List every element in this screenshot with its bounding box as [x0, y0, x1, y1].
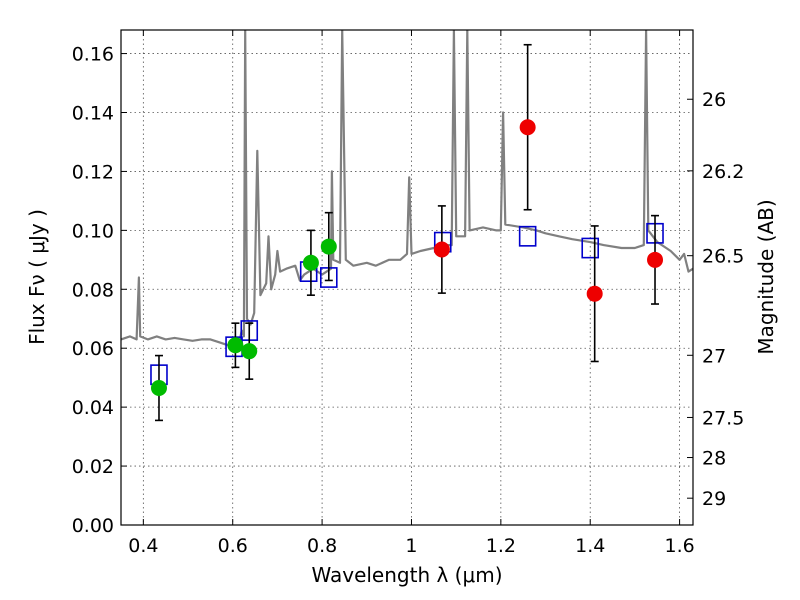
- right-tick-label: 26.2: [702, 161, 744, 183]
- x-tick-label: 0.8: [307, 535, 337, 557]
- y-tick-label: 0.06: [72, 338, 114, 360]
- y-axis-label-right: Magnitude (AB): [754, 199, 778, 354]
- right-tick-label: 27.5: [702, 407, 744, 429]
- model-photometry-square: [518, 225, 537, 247]
- right-tick-label: 29: [702, 488, 726, 510]
- observed-photometry-series: [150, 43, 664, 422]
- plot-area: [121, 30, 693, 422]
- y-tick-label: 0.14: [72, 103, 114, 125]
- y-axis-left: 0.00 0.02 0.04 0.06 0.08 0.10 0.12 0.14 0.16: [72, 44, 127, 537]
- y-tick-label: 0.10: [72, 220, 114, 242]
- observed-green-point: [241, 343, 258, 360]
- observed-red-point: [647, 251, 664, 268]
- y-tick-label: 0.04: [72, 397, 114, 419]
- observed-red-point: [519, 119, 536, 136]
- observed-red-point: [433, 241, 450, 258]
- observed-green-point: [150, 379, 167, 396]
- y-tick-label: 0.16: [72, 44, 114, 66]
- x-tick-label: 1.4: [575, 535, 605, 557]
- y-tick-label: 0.02: [72, 456, 114, 478]
- right-tick-label: 26: [702, 89, 726, 111]
- grid: [121, 30, 693, 526]
- x-tick-label: 0.4: [128, 535, 158, 557]
- y-tick-label: 0.00: [72, 515, 114, 537]
- y-axis-right: 26 26.2 26.5 27 27.5 28 29: [687, 89, 744, 510]
- y-axis-label-left: Flux Fν ( μJy ): [25, 209, 49, 345]
- model-photometry-square: [581, 237, 600, 259]
- observed-green-point: [302, 254, 319, 271]
- plot-frame: [120, 29, 694, 526]
- x-axis-label: Wavelength λ (μm): [311, 563, 502, 587]
- right-tick-label: 26.5: [702, 246, 744, 268]
- observed-green-point: [227, 337, 244, 354]
- right-tick-label: 27: [702, 345, 726, 367]
- x-tick-label: 1: [405, 535, 417, 557]
- y-tick-label: 0.12: [72, 161, 114, 183]
- x-axis: 0.4 0.6 0.8 1 1.2 1.4 1.6: [128, 30, 695, 557]
- x-tick-label: 0.6: [218, 535, 248, 557]
- x-tick-label: 1.2: [486, 535, 516, 557]
- observed-red-point: [586, 285, 603, 302]
- right-tick-label: 28: [702, 448, 726, 470]
- y-tick-label: 0.08: [72, 279, 114, 301]
- observed-green-point: [320, 238, 337, 255]
- x-tick-label: 1.6: [664, 535, 694, 557]
